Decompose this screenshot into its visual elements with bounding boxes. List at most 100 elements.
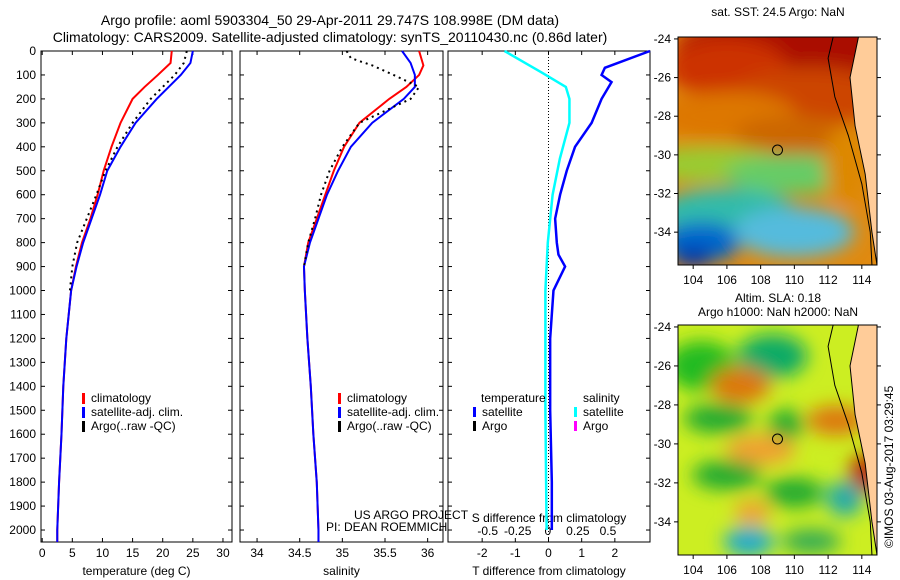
map-blob	[764, 477, 825, 508]
legend-swatch	[473, 421, 476, 431]
x-tick-label: 35.5	[373, 546, 397, 560]
map-blob	[781, 529, 842, 554]
lat-tick-label: -26	[654, 359, 672, 373]
lat-tick-label: -24	[654, 320, 672, 334]
x-tick-label: 1	[578, 546, 585, 560]
x-tick-label: -1	[510, 546, 521, 560]
y-tick-label: 600	[16, 188, 36, 202]
lon-tick-label: 110	[785, 273, 804, 287]
s-tick-label: 0	[544, 524, 551, 538]
y-tick-label: 1100	[10, 307, 36, 321]
x-axis-label: T difference from climatology	[472, 564, 626, 578]
legend-label: Argo	[583, 419, 609, 433]
map-field	[678, 325, 877, 555]
lon-tick-label: 108	[751, 563, 771, 577]
land-mass	[849, 325, 877, 555]
x-tick-label: 15	[126, 546, 140, 560]
legend-label: Argo(..raw -QC)	[91, 419, 176, 433]
y-tick-label: 1800	[9, 475, 36, 489]
x-tick-label: 34.5	[288, 546, 312, 560]
series-line-t-satellite	[548, 49, 651, 531]
legend-swatch	[338, 393, 341, 404]
y-tick-label: 200	[16, 92, 36, 106]
isobath-line	[827, 325, 873, 555]
y-tick-label: 1600	[9, 427, 36, 441]
y-tick-label: 1900	[9, 499, 36, 513]
y-tick-label: 500	[16, 164, 36, 178]
x-tick-label: 34	[250, 546, 264, 560]
s-tick-label: 0.5	[600, 524, 617, 538]
y-tick-label: 100	[16, 68, 36, 82]
legend-label: Argo(..raw -QC)	[347, 419, 432, 433]
x-tick-label: 10	[96, 546, 110, 560]
y-tick-label: 1000	[9, 284, 36, 298]
lon-tick-label: 110	[785, 563, 804, 577]
map-blob	[734, 500, 771, 525]
map-blob	[710, 367, 771, 404]
s-axis-label: S difference from climatology	[472, 511, 627, 525]
figure-title: Argo profile: aoml 5903304_50 29-Apr-201…	[100, 12, 560, 28]
legend-label: satellite-adj. clim.	[347, 405, 439, 419]
land-mass	[849, 37, 877, 265]
x-axis-label: temperature (deg C)	[82, 564, 190, 578]
legend-label: satellite	[583, 405, 624, 419]
legend-swatch	[473, 407, 476, 417]
map-blob	[767, 409, 804, 440]
legend-swatch	[574, 421, 577, 431]
series-line-climatology	[56, 50, 173, 542]
legend-swatch	[82, 421, 85, 432]
series-line-s-satellite	[503, 49, 571, 531]
y-tick-label: 1400	[9, 379, 36, 393]
lat-tick-label: -28	[654, 398, 672, 412]
legend-header: temperature	[481, 391, 546, 405]
y-tick-label: 700	[16, 212, 36, 226]
x-tick-label: -2	[477, 546, 488, 560]
legend-swatch	[82, 393, 85, 404]
lat-tick-label: -30	[654, 148, 672, 162]
lat-tick-label: -34	[654, 225, 672, 239]
map-blob	[806, 405, 867, 436]
lat-tick-label: -24	[654, 32, 672, 46]
x-tick-label: 35	[336, 546, 350, 560]
map-title: sat. SST: 24.5 Argo: NaN	[711, 5, 844, 19]
map-blob	[678, 247, 714, 265]
map-blob	[725, 434, 796, 465]
map-blob	[737, 334, 808, 379]
y-tick-label: 1500	[9, 403, 36, 417]
legend-label: Argo	[482, 419, 508, 433]
map-blob	[826, 480, 863, 517]
legend-label: climatology	[91, 391, 151, 405]
s-tick-label: -0.5	[477, 524, 498, 538]
lat-tick-label: -34	[654, 515, 672, 529]
x-tick-label: 0	[39, 546, 46, 560]
legend-swatch	[574, 407, 577, 417]
series-line-argo-raw-qc-	[302, 50, 421, 267]
legend-label: satellite-adj. clim.	[91, 405, 183, 419]
series-line-satellite-adj-clim-	[302, 50, 416, 542]
y-tick-label: 1200	[9, 331, 36, 345]
map-title: Altim. SLA: 0.18	[735, 291, 821, 305]
s-tick-label: -0.25	[504, 524, 532, 538]
lat-tick-label: -32	[654, 187, 672, 201]
y-tick-label: 800	[16, 236, 36, 250]
legend-label: satellite	[482, 405, 523, 419]
pi-label: PI: DEAN ROEMMICH	[326, 520, 447, 534]
lat-tick-label: -32	[654, 476, 672, 490]
x-tick-label: 20	[156, 546, 170, 560]
x-tick-label: 25	[186, 546, 200, 560]
legend-swatch	[82, 407, 85, 418]
map-frame	[677, 324, 878, 556]
y-tick-label: 300	[16, 116, 36, 130]
map-field	[678, 37, 877, 265]
series-line-satellite-adj-clim-	[56, 50, 194, 542]
x-tick-label: 5	[69, 546, 76, 560]
map-subtitle: Argo h1000: NaN h2000: NaN	[698, 305, 858, 319]
legend-label: climatology	[347, 391, 407, 405]
series-line-climatology	[302, 50, 425, 542]
y-tick-label: 1300	[9, 355, 36, 369]
lat-tick-label: -30	[654, 437, 672, 451]
lon-tick-label: 114	[852, 563, 871, 577]
x-tick-label: 2	[611, 546, 618, 560]
